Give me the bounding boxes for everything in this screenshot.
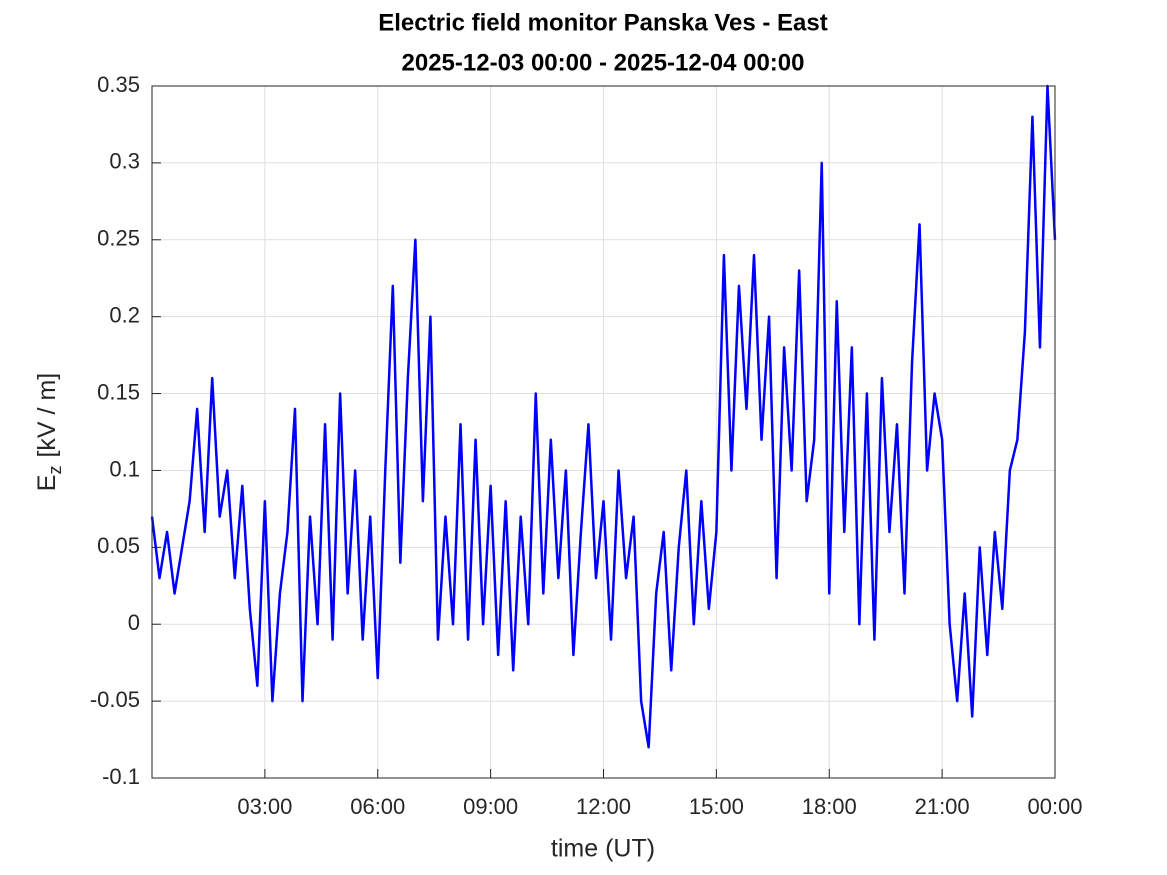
y-axis-label: Ez [kV / m] [33, 373, 65, 491]
axes-frame [151, 85, 1056, 779]
y-tick-label: -0.05 [90, 687, 140, 712]
y-label-unit: [kV / m] [33, 373, 61, 458]
y-tick-label: 0.15 [97, 379, 140, 404]
y-label-main: E [33, 475, 61, 492]
y-label-subscript: z [45, 466, 65, 475]
x-tick-label: 15:00 [689, 794, 744, 819]
x-tick-label: 00:00 [1027, 794, 1082, 819]
x-tick-label: 12:00 [576, 794, 631, 819]
y-tick-label: 0 [128, 610, 140, 635]
y-tick-label: 0.2 [109, 302, 140, 327]
x-tick-label: 18:00 [802, 794, 857, 819]
x-tick-label: 03:00 [237, 794, 292, 819]
x-axis-label: time (UT) [551, 835, 655, 863]
x-tick-label: 06:00 [350, 794, 405, 819]
y-tick-label: 0.35 [97, 72, 140, 97]
y-tick-label: 0.3 [109, 149, 140, 174]
data-line [150, 84, 1057, 749]
x-tick-label: 21:00 [915, 794, 970, 819]
x-tick-label: 09:00 [463, 794, 518, 819]
y-tick-label: -0.1 [102, 764, 140, 789]
chart-subtitle: 2025-12-03 00:00 - 2025-12-04 00:00 [402, 49, 805, 76]
y-tick-label: 0.1 [109, 456, 140, 481]
chart-title: Electric field monitor Panska Ves - East [378, 9, 828, 36]
y-tick-label: 0.05 [97, 533, 140, 558]
y-tick-label: 0.25 [97, 226, 140, 251]
